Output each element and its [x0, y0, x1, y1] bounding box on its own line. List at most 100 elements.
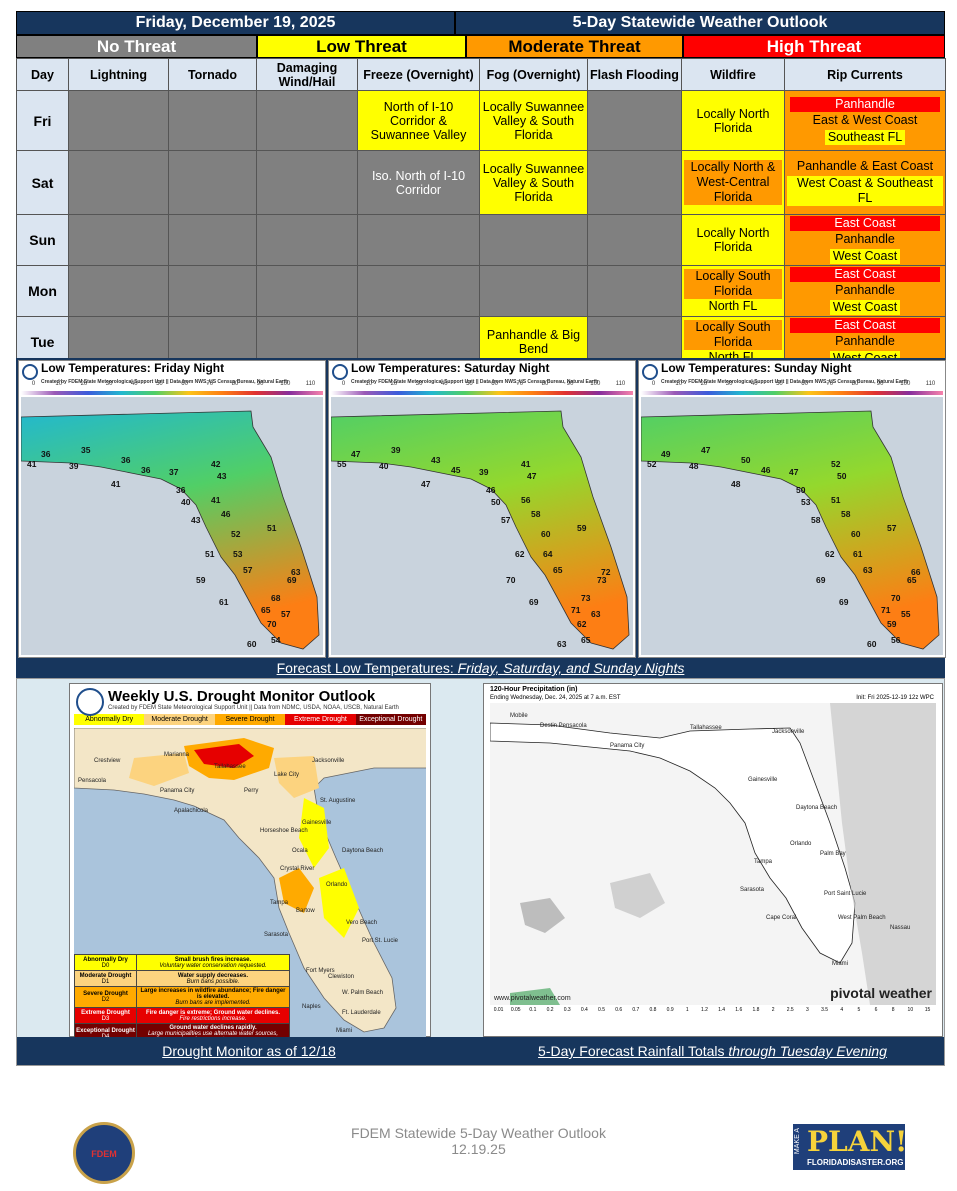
temp-scale-tick: 30 — [415, 381, 423, 387]
plan-url-text: FLORIDADISASTER.ORG — [807, 1158, 904, 1167]
temp-value: 62 — [825, 549, 835, 559]
drought-map: Abnormally Dry D0 Small brush fires increa… — [74, 728, 426, 1038]
temp-value: 60 — [867, 639, 877, 649]
temp-value: 39 — [69, 461, 79, 471]
temp-value: 43 — [191, 515, 201, 525]
drought-city-label: Naples — [302, 1004, 321, 1010]
temp-scale-tick: 50 — [156, 381, 163, 387]
cell-tornado — [168, 150, 257, 215]
rain-city-label: Nassau — [890, 925, 911, 931]
temp-value: 70 — [267, 619, 277, 629]
temps-caption-em: Friday, Saturday, and Sunday Nights — [457, 660, 685, 676]
rain-city-label: Cape Coral — [766, 915, 797, 921]
temp-value: 50 — [796, 485, 806, 495]
temp-panel-title: Low Temperatures: Sunday Night Created by… — [639, 361, 945, 385]
temp-value: 36 — [41, 449, 51, 459]
temp-value: 71 — [571, 605, 581, 615]
table-header-row: Day Lightning Tornado Damaging Wind/Hail Fre… — [16, 58, 946, 91]
temp-value: 57 — [501, 515, 511, 525]
temp-scale-tick: 30 — [105, 381, 113, 387]
temp-value: 58 — [841, 509, 851, 519]
temp-value: 47 — [421, 479, 431, 489]
rain-scale-tick: 2 — [771, 1007, 775, 1013]
temp-value: 46 — [221, 509, 231, 519]
drought-impact: Small brush fires increase. Voluntary wat… — [136, 954, 290, 971]
florida-logo-icon — [642, 364, 658, 380]
temp-scale-tick: 80 — [541, 381, 549, 387]
florida-logo-icon — [22, 364, 38, 380]
rain-title: 120-Hour Precipitation (in) — [490, 686, 578, 693]
temp-value: 41 — [521, 459, 531, 469]
day-label: Fri — [16, 90, 69, 151]
temp-color-bar — [21, 391, 323, 395]
drought-city-label: Port St. Lucie — [362, 938, 399, 944]
temp-scale-tick: 60 — [491, 381, 498, 387]
temp-value: 66 — [911, 567, 921, 577]
temp-value: 53 — [801, 497, 811, 507]
rain-scale-tick: 15 — [924, 1007, 931, 1013]
temp-scale-tick: 60 — [801, 381, 808, 387]
outlook-frame: Friday, December 19, 2025 5-Day Statewid… — [16, 11, 946, 368]
drought-impact: Fire danger is extreme; Ground water dec… — [136, 1007, 290, 1024]
cell-wildfire: Locally South Florida North FL — [681, 265, 785, 317]
cell-freeze: Iso. North of I-10 Corridor — [357, 150, 480, 215]
drought-caption: Drought Monitor as of 12/18 — [162, 1043, 336, 1059]
temp-color-bar — [641, 391, 943, 395]
rip-current-area: East Coast — [790, 216, 940, 231]
drought-city-label: Ocala — [292, 848, 308, 854]
cell-tornado — [168, 265, 257, 317]
temp-value: 65 — [581, 635, 591, 645]
rain-scale-tick: 0.7 — [632, 1007, 640, 1013]
cell-flash — [587, 90, 682, 151]
rainfall-panel: 120-Hour Precipitation (in) Ending Wedne… — [483, 683, 943, 1037]
column-header: Rip Currents — [784, 58, 946, 91]
make-a-plan-logo[interactable]: MAKE A PLAN! FLORIDADISASTER.ORG — [793, 1124, 907, 1170]
temp-map: 36 35 41 39 36 36 37 42 41 36 43 40 41 43 46 52 51 51 53 57… — [21, 397, 323, 655]
temp-value: 58 — [811, 515, 821, 525]
temp-scale-tick: 30 — [725, 381, 733, 387]
temp-color-bar — [331, 391, 633, 395]
cell-rip-currents: Panhandle & East Coast West Coast & South… — [784, 150, 946, 215]
temp-value: 39 — [479, 467, 489, 477]
rain-city-label: Port Saint Lucie — [824, 891, 867, 897]
temp-scale-tick: 90 — [256, 381, 264, 387]
temp-value: 55 — [901, 609, 911, 619]
drought-city-label: Pensacola — [78, 778, 107, 784]
temp-scale-tick: 10 — [55, 381, 63, 387]
temp-value: 60 — [851, 529, 861, 539]
temp-scale-tick: 0 — [31, 381, 36, 387]
drought-city-label: Tallahassee — [214, 764, 246, 770]
temp-value: 37 — [169, 467, 179, 477]
rain-scale-tick: 0.6 — [615, 1007, 623, 1013]
temp-scale-tick: 20 — [700, 381, 708, 387]
temp-value: 39 — [391, 445, 401, 455]
rain-city-label: Tampa — [754, 859, 773, 865]
drought-category-name: Severe Drought — [83, 991, 128, 997]
drought-city-label: Perry — [244, 788, 259, 794]
temp-value: 59 — [196, 575, 206, 585]
rip-current-area: West Coast — [829, 249, 901, 264]
rain-scale-tick: 1.4 — [718, 1007, 726, 1013]
rip-current-area: West Coast & Southeast FL — [787, 176, 943, 206]
drought-city-label: Lake City — [274, 772, 300, 778]
rain-scale-tick: 0.4 — [580, 1007, 588, 1013]
rain-city-label: Daytona Beach — [796, 805, 838, 811]
cell-lightning — [68, 150, 169, 215]
drought-impact-desc: Ground water declines rapidly. — [169, 1025, 257, 1031]
fdem-logo-text: FDEM — [91, 1149, 117, 1159]
temp-value: 73 — [581, 593, 591, 603]
column-header: Wildfire — [681, 58, 785, 91]
drought-city-label: Miami — [336, 1028, 352, 1034]
cell-freeze: North of I-10 Corridor & Suwannee Valley — [357, 90, 480, 151]
column-header: Lightning — [68, 58, 169, 91]
temp-value: 46 — [486, 485, 496, 495]
drought-city-label: Apalachicola — [174, 808, 209, 814]
wildfire-area: Locally North & West-Central Florida — [684, 160, 782, 205]
drought-category: Abnormally Dry D0 — [74, 954, 137, 971]
rain-scale-tick: 0.01 — [493, 1007, 504, 1013]
florida-logo-icon — [332, 364, 348, 380]
pivotal-url: www.pivotalweather.com — [494, 995, 571, 1002]
drought-impact: Large increases in wildfire abundance; F… — [136, 986, 290, 1008]
temp-scale-tick: 40 — [750, 381, 758, 387]
temp-scale-tick: 40 — [440, 381, 448, 387]
